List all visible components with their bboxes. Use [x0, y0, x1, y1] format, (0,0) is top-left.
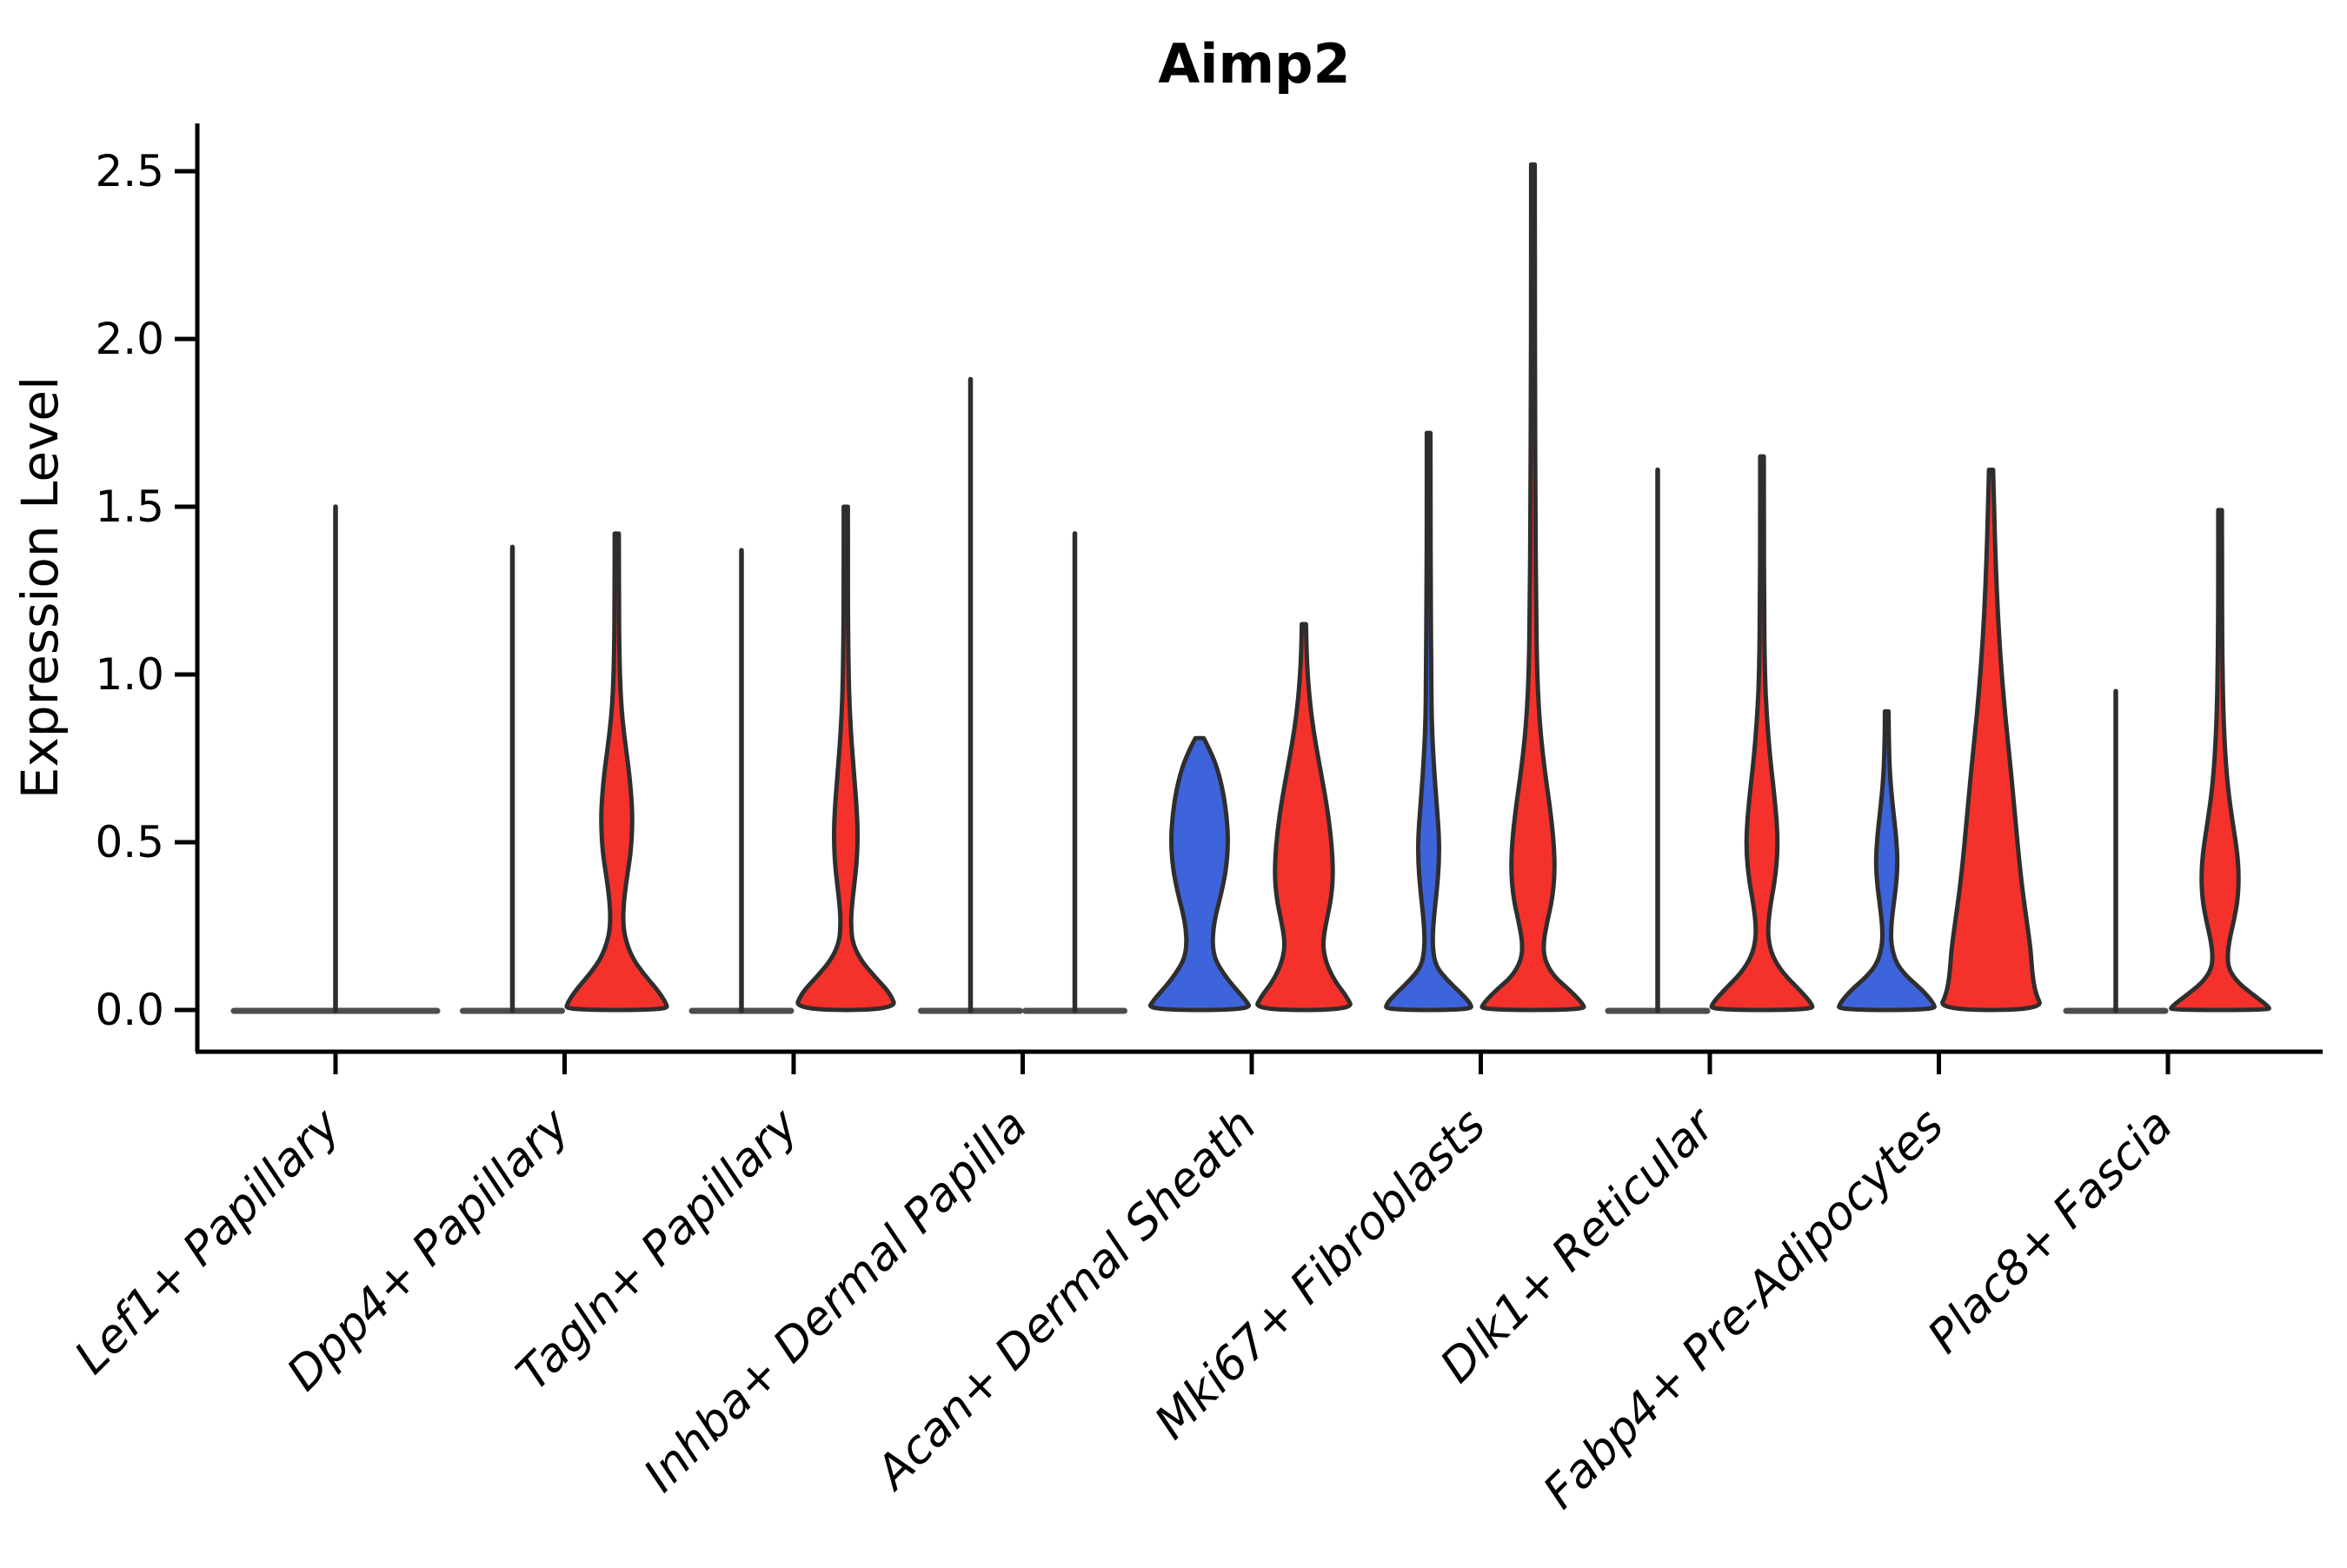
y-tick-label: 0.0	[95, 985, 164, 1035]
violin-cluster-1	[230, 504, 441, 1014]
x-category-label: Inhba+ Dermal Papilla	[634, 1099, 1037, 1502]
violin-red	[564, 531, 669, 1013]
violin-cluster-3	[688, 504, 896, 1014]
violin-red	[1255, 621, 1353, 1013]
x-category-label: Plac8+ Fascia	[1918, 1099, 2183, 1364]
violin-cluster-4	[918, 376, 1127, 1014]
violin-red	[2169, 508, 2271, 1013]
violin-red	[795, 504, 896, 1013]
violin-cluster-9	[2063, 508, 2271, 1014]
chart-title: Aimp2	[1158, 32, 1350, 96]
violin-cluster-7	[1605, 454, 1815, 1014]
x-category-label: Acan+ Dermal Sheath	[865, 1099, 1267, 1501]
y-axis-label: Expression Level	[10, 376, 70, 799]
violin-red	[1940, 468, 2042, 1013]
violin-red	[1479, 162, 1586, 1013]
violin-blue	[1384, 430, 1473, 1013]
y-tick-label: 1.5	[95, 482, 164, 532]
violin-blue	[1837, 709, 1937, 1013]
violin-blue	[1148, 735, 1251, 1013]
x-category-label: Fabp4+ Pre-Adipocytes	[1533, 1099, 1954, 1519]
violin-cluster-6	[1384, 162, 1586, 1013]
violin-cluster-8	[1837, 468, 2042, 1013]
violin-cluster-5	[1148, 621, 1353, 1013]
y-tick-label: 2.5	[95, 146, 164, 196]
y-tick-label: 0.5	[95, 817, 164, 867]
violin-cluster-2	[460, 531, 669, 1014]
y-tick-label: 2.0	[95, 314, 164, 364]
y-tick-label: 1.0	[95, 649, 164, 700]
violin-red	[1709, 454, 1815, 1013]
